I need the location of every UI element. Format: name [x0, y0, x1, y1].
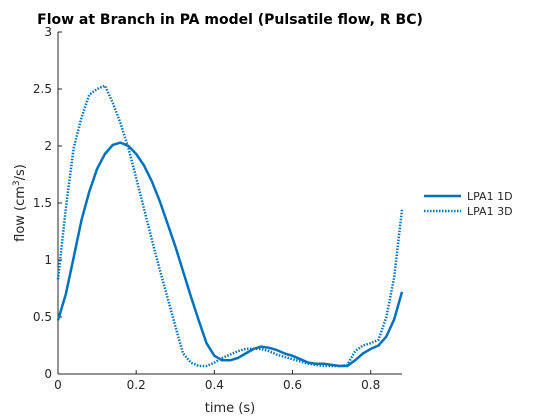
x-tick-label: 0.6: [283, 378, 302, 392]
x-tick-label: 0.8: [361, 378, 380, 392]
x-tick-label: 0: [54, 378, 62, 392]
y-axis-label-sup: 3: [12, 180, 22, 186]
y-ticks: 0 0.5 1 1.5 2 2.5 3: [33, 25, 62, 381]
y-tick-label: 1.5: [33, 196, 52, 210]
x-tick-label: 0.4: [205, 378, 224, 392]
legend-label-lpa1-3d: LPA1 3D: [467, 205, 513, 218]
x-axis-label: time (s): [205, 401, 255, 416]
y-tick-label: 1: [44, 253, 52, 267]
y-tick-label: 2: [44, 139, 52, 153]
x-ticks: 0 0.2 0.4 0.6 0.8: [54, 370, 380, 392]
y-axis-label-tail: /s): [13, 164, 28, 180]
x-tick-label: 0.2: [127, 378, 146, 392]
series-layer: [56, 84, 404, 368]
legend-label-lpa1-1d: LPA1 1D: [467, 190, 513, 203]
plot-background: [58, 32, 402, 374]
series-line-1: [56, 84, 404, 368]
y-axis-label-main: flow (cm: [13, 186, 28, 242]
legend: LPA1 1D LPA1 3D: [424, 190, 513, 218]
y-axis-label: flow (cm3/s): [12, 164, 28, 242]
y-tick-label: 0.5: [33, 310, 52, 324]
chart-title: Flow at Branch in PA model (Pulsatile fl…: [37, 12, 423, 28]
y-tick-label: 0: [44, 367, 52, 381]
plot-area: [57, 32, 402, 375]
y-tick-label: 2.5: [33, 82, 52, 96]
y-tick-label: 3: [44, 25, 52, 39]
